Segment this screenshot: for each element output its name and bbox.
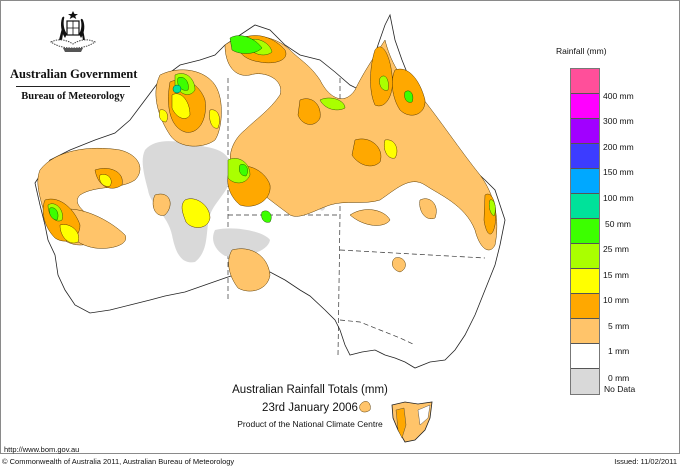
map-title: Australian Rainfall Totals (mm) bbox=[232, 384, 388, 396]
legend-label: 10 mm bbox=[603, 295, 629, 305]
rainfall-10-15mm bbox=[59, 93, 398, 244]
legend-swatch-0-1 bbox=[571, 344, 599, 369]
legend-swatch-no-data bbox=[571, 369, 599, 394]
legend-label: 0 mm bbox=[608, 373, 630, 383]
map-title-block: Australian Rainfall Totals (mm) 23rd Jan… bbox=[190, 384, 430, 429]
legend-label: 50 mm bbox=[605, 219, 631, 229]
legend-swatch-5-10 bbox=[571, 294, 599, 319]
legend-label: 150 mm bbox=[603, 167, 634, 177]
legend-swatch-15-25 bbox=[571, 244, 599, 269]
legend-swatch-150-200 bbox=[571, 144, 599, 169]
legend-label: 5 mm bbox=[608, 321, 630, 331]
legend-label: 300 mm bbox=[603, 116, 634, 126]
legend-swatch-400plus bbox=[571, 69, 599, 94]
legend-swatch-300-400 bbox=[571, 94, 599, 119]
legend-swatch-10-15 bbox=[571, 269, 599, 294]
legend-swatch-1-5 bbox=[571, 319, 599, 344]
issued-date: Issued: 11/02/2011 bbox=[614, 457, 677, 466]
legend-label: No Data bbox=[604, 384, 636, 394]
legend-label: 400 mm bbox=[603, 91, 634, 101]
state-borders bbox=[227, 78, 486, 356]
legend-label: 15 mm bbox=[603, 270, 629, 280]
legend-color-bar bbox=[570, 68, 600, 395]
legend-label: 25 mm bbox=[603, 244, 629, 254]
map-product: Product of the National Climate Centre bbox=[237, 419, 383, 429]
legend-swatch-50-100 bbox=[571, 194, 599, 219]
legend-title: Rainfall (mm) bbox=[556, 46, 607, 56]
agency-title: Bureau of Meteorology bbox=[21, 91, 125, 102]
map-date: 23rd January 2006 bbox=[262, 402, 358, 414]
bom-logo: Australian Government Bureau of Meteorol… bbox=[10, 10, 138, 102]
government-title: Australian Government bbox=[10, 67, 138, 81]
rainfall-50-100mm bbox=[172, 84, 182, 94]
legend-swatch-200-300 bbox=[571, 119, 599, 144]
legend-swatch-100-150 bbox=[571, 169, 599, 194]
coat-of-arms-icon bbox=[50, 11, 96, 52]
legend-label: 1 mm bbox=[608, 346, 630, 356]
legend-label: 100 mm bbox=[603, 193, 634, 203]
legend-label: 200 mm bbox=[603, 142, 634, 152]
copyright-text: © Commonwealth of Australia 2011, Austra… bbox=[2, 457, 235, 466]
bom-url-link[interactable]: http://www.bom.gov.au bbox=[4, 445, 80, 454]
rainfall-25-50mm bbox=[49, 35, 414, 223]
legend-swatch-25-50 bbox=[571, 219, 599, 244]
logo-divider bbox=[16, 86, 130, 87]
